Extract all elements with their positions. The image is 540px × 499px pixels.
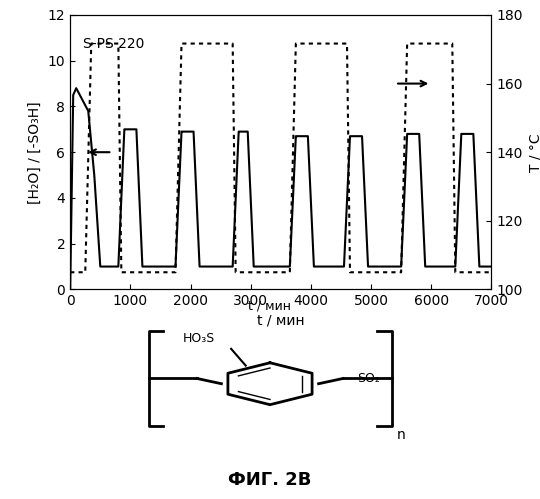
Text: t / мин: t / мин — [248, 300, 292, 313]
Text: HO₃S: HO₃S — [183, 332, 215, 345]
X-axis label: t / мин: t / мин — [257, 314, 305, 328]
Text: S-PS 220: S-PS 220 — [83, 37, 144, 51]
Text: ФИГ. 2В: ФИГ. 2В — [228, 471, 312, 489]
Text: SO₂: SO₂ — [357, 372, 380, 385]
Y-axis label: [H₂O] / [-SO₃H]: [H₂O] / [-SO₃H] — [28, 101, 42, 204]
Text: n: n — [396, 428, 405, 442]
Y-axis label: T / °C: T / °C — [528, 133, 540, 172]
